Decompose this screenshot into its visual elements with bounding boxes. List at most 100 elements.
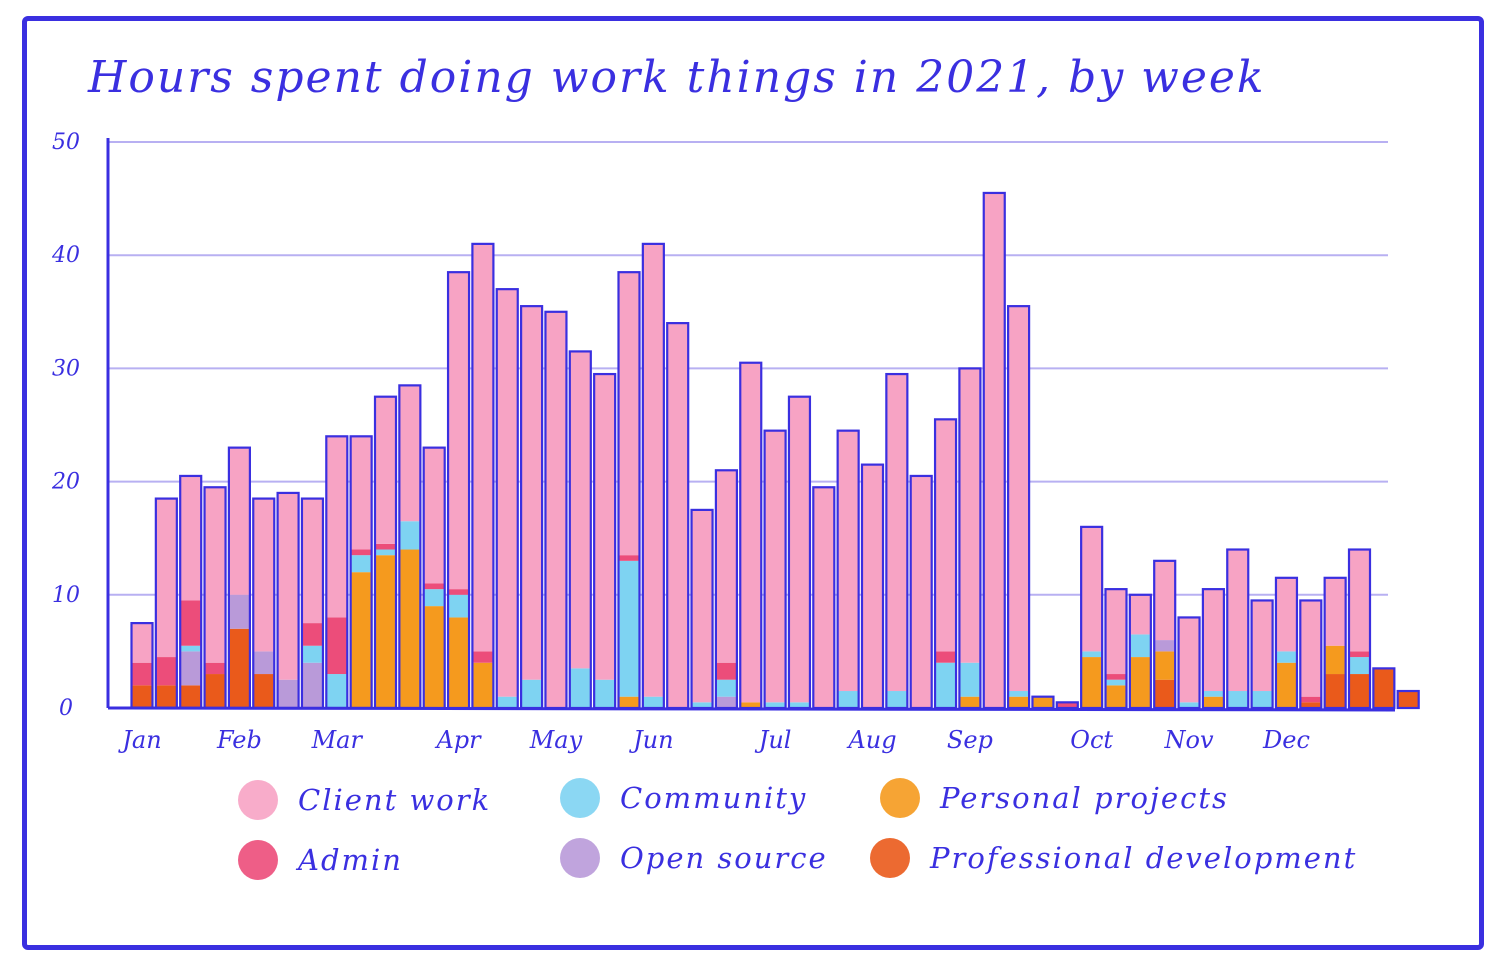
bar-segment-community-week-19 — [569, 668, 591, 708]
bar-week-2 — [154, 497, 178, 710]
bar-segment-client-work-week-28 — [788, 396, 810, 703]
bar-segment-client-work-week-2 — [155, 498, 177, 658]
y-tick-label-30: 30 — [52, 356, 80, 381]
bar-outline-week-42 — [1128, 593, 1152, 710]
bar-segment-community-week-11 — [375, 549, 396, 556]
bar-segment-client-work-week-37 — [1008, 306, 1030, 692]
bar-week-13 — [422, 446, 446, 710]
legend-item-admin: Admin — [238, 840, 403, 880]
bar-week-47 — [1250, 599, 1274, 710]
bar-segment-professional-development-week-2 — [155, 685, 177, 708]
bar-week-22 — [641, 242, 665, 710]
bar-segment-community-week-10 — [350, 555, 372, 573]
bar-outline-week-49 — [1299, 599, 1323, 710]
bar-segment-community-week-35 — [959, 662, 981, 697]
bar-segment-community-week-8 — [301, 645, 323, 663]
x-tick-label-mar: Mar — [311, 726, 364, 754]
bar-segment-personal-projects-week-14 — [448, 617, 470, 708]
bar-segment-admin-week-1 — [131, 662, 153, 686]
bar-segment-client-work-week-30 — [837, 430, 859, 692]
bar-outline-week-48 — [1274, 576, 1299, 710]
bar-segment-community-week-30 — [837, 691, 859, 708]
bar-week-28 — [787, 395, 812, 710]
bar-segment-community-week-13 — [423, 589, 445, 607]
bar-week-50 — [1323, 576, 1347, 710]
bar-segment-community-week-21 — [618, 560, 640, 697]
bar-segment-community-week-24 — [691, 702, 713, 708]
bar-week-23 — [666, 322, 690, 710]
bar-week-27 — [763, 429, 787, 710]
bar-segment-admin-week-3 — [180, 600, 202, 646]
bar-segment-personal-projects-week-26 — [740, 702, 762, 708]
legend-item-personal-projects: Personal projects — [880, 778, 1229, 818]
bar-segment-admin-week-11 — [375, 543, 396, 550]
bar-segment-open-source-week-25 — [715, 696, 737, 708]
bar-segment-personal-projects-week-38 — [1032, 696, 1054, 708]
y-tick-label-20: 20 — [51, 470, 80, 495]
bar-segment-community-week-20 — [594, 679, 616, 708]
bar-segment-client-work-week-42 — [1129, 594, 1151, 635]
bar-segment-client-work-week-40 — [1081, 526, 1103, 652]
legend-label: Client work — [298, 783, 492, 817]
bar-segment-client-work-week-44 — [1178, 617, 1200, 703]
legend-swatch-admin — [238, 840, 278, 880]
bar-outline-week-51 — [1347, 548, 1372, 710]
bar-week-32 — [885, 372, 909, 710]
bar-segment-client-work-week-50 — [1324, 577, 1346, 646]
bar-segment-client-work-week-23 — [667, 323, 689, 708]
bar-segment-client-work-week-51 — [1349, 549, 1370, 652]
bar-segment-open-source-week-3 — [180, 651, 202, 686]
bar-week-15 — [471, 242, 495, 710]
bar-segment-client-work-week-31 — [862, 464, 883, 708]
x-tick-label-jul: Jul — [754, 726, 792, 754]
bar-segment-personal-projects-week-41 — [1105, 685, 1127, 708]
bar-segment-personal-projects-week-45 — [1202, 696, 1224, 708]
bar-week-11 — [373, 395, 398, 710]
bar-week-7 — [276, 491, 300, 710]
bar-outline-week-52 — [1372, 667, 1396, 710]
bar-segment-community-week-16 — [496, 696, 518, 708]
bar-week-52 — [1372, 667, 1396, 710]
bar-segment-client-work-week-17 — [521, 306, 543, 680]
bar-segment-client-work-week-3 — [180, 475, 202, 601]
bar-week-33 — [909, 474, 933, 710]
bar-segment-client-work-week-21 — [618, 272, 640, 556]
axes — [106, 138, 1396, 712]
legend-label: Admin — [298, 843, 403, 877]
bar-segment-client-work-week-47 — [1251, 600, 1273, 692]
bar-segment-professional-development-week-3 — [180, 685, 202, 708]
bar-segment-community-week-27 — [764, 702, 786, 708]
bar-segment-admin-week-9 — [326, 617, 348, 675]
bar-week-12 — [398, 384, 422, 710]
legend-item-open-source: Open source — [560, 838, 828, 878]
x-axis-line — [107, 706, 1396, 712]
bar-segment-community-week-28 — [788, 702, 810, 708]
bar-segment-client-work-week-27 — [764, 430, 786, 703]
legend-item-professional-development: Professional development — [870, 838, 1357, 878]
bar-segment-professional-development-week-50 — [1324, 674, 1346, 708]
bar-segment-personal-projects-week-35 — [959, 696, 981, 708]
bar-segment-open-source-week-6 — [253, 651, 275, 675]
y-tick-label-0: 0 — [59, 696, 73, 721]
bar-segment-personal-projects-week-10 — [350, 572, 372, 708]
chart-title: Hours spent doing work things in 2021, b… — [88, 52, 1266, 103]
bar-segment-professional-development-week-53 — [1397, 691, 1419, 708]
bar-segment-client-work-week-14 — [448, 272, 470, 590]
bar-week-51 — [1347, 548, 1372, 710]
x-tick-label-dec: Dec — [1262, 726, 1310, 754]
bar-week-1 — [130, 621, 154, 710]
bar-outline-week-45 — [1201, 588, 1226, 710]
bar-week-42 — [1128, 593, 1152, 710]
bar-segment-admin-week-34 — [935, 651, 957, 663]
bar-segment-personal-projects-week-11 — [375, 555, 396, 708]
bar-outline-week-43 — [1153, 559, 1177, 710]
bar-segment-open-source-week-43 — [1154, 640, 1176, 652]
x-tick-label-feb: Feb — [216, 726, 262, 754]
bar-segment-client-work-week-19 — [569, 351, 591, 669]
bar-segment-admin-week-51 — [1349, 651, 1370, 658]
bar-week-5 — [227, 446, 251, 710]
bar-week-19 — [568, 350, 592, 710]
bar-segment-client-work-week-6 — [253, 498, 275, 652]
bar-segment-community-week-37 — [1008, 691, 1030, 697]
x-tick-label-aug: Aug — [846, 726, 896, 754]
